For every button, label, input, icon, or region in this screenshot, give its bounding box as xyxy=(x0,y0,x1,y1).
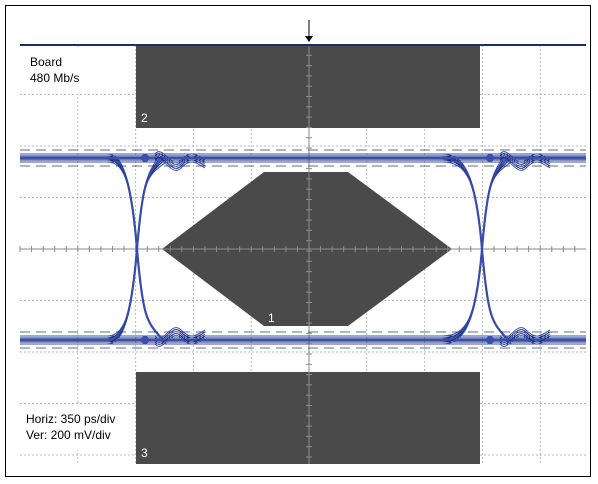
trace-ringing xyxy=(499,335,551,347)
trace-falling-edge xyxy=(441,159,586,343)
eye-traces xyxy=(20,149,586,349)
trace-rising-edge xyxy=(441,159,586,343)
mask-zone-label-center: 1 xyxy=(268,311,275,325)
horiz-scale-label: Horiz: 350 ps/div xyxy=(26,412,115,426)
trace-falling-edge xyxy=(20,159,166,343)
ver-scale-label: Ver: 200 mV/div xyxy=(26,428,111,442)
trace-ringing xyxy=(154,333,206,345)
trace-rising-edge xyxy=(20,161,167,345)
trace-falling-edge xyxy=(441,161,586,345)
trace-rising-edge xyxy=(441,153,586,337)
trace-ringing xyxy=(154,159,206,171)
trace-ringing xyxy=(499,331,551,343)
board-label-bg xyxy=(22,48,134,94)
mask-regions xyxy=(136,46,480,464)
trace-falling-edge xyxy=(441,155,586,339)
trace-rising-edge xyxy=(20,153,161,337)
trace-ringing xyxy=(499,159,551,171)
trace-hot-spot xyxy=(141,154,149,162)
board-label: Board xyxy=(30,55,62,69)
trace-rising-edge xyxy=(20,159,165,343)
trace-falling-edge xyxy=(20,155,162,339)
mask-zone-top xyxy=(136,46,480,128)
mask-zone-bottom xyxy=(136,372,480,464)
mask-zone-label-bottom: 3 xyxy=(141,446,148,460)
trace-ringing xyxy=(499,327,551,339)
trace-rising-edge xyxy=(441,155,586,339)
trace-ringing xyxy=(154,331,206,343)
mask-zone-label-top: 2 xyxy=(141,111,148,125)
trigger-marker-arrow xyxy=(305,36,313,42)
trace-hot-spot xyxy=(486,336,494,344)
trace-rising-edge xyxy=(441,161,586,345)
trace-ringing xyxy=(499,333,551,345)
trace-hot-spot xyxy=(486,154,494,162)
trace-ringing xyxy=(154,335,206,347)
scale-label-bg xyxy=(22,404,134,450)
trace-ringing xyxy=(154,327,206,339)
rate-label: 480 Mb/s xyxy=(30,71,79,85)
trace-hot-spot xyxy=(141,336,149,344)
trace-falling-edge xyxy=(20,153,161,337)
trace-falling-edge xyxy=(441,153,586,337)
trace-rising-edge xyxy=(20,155,162,339)
